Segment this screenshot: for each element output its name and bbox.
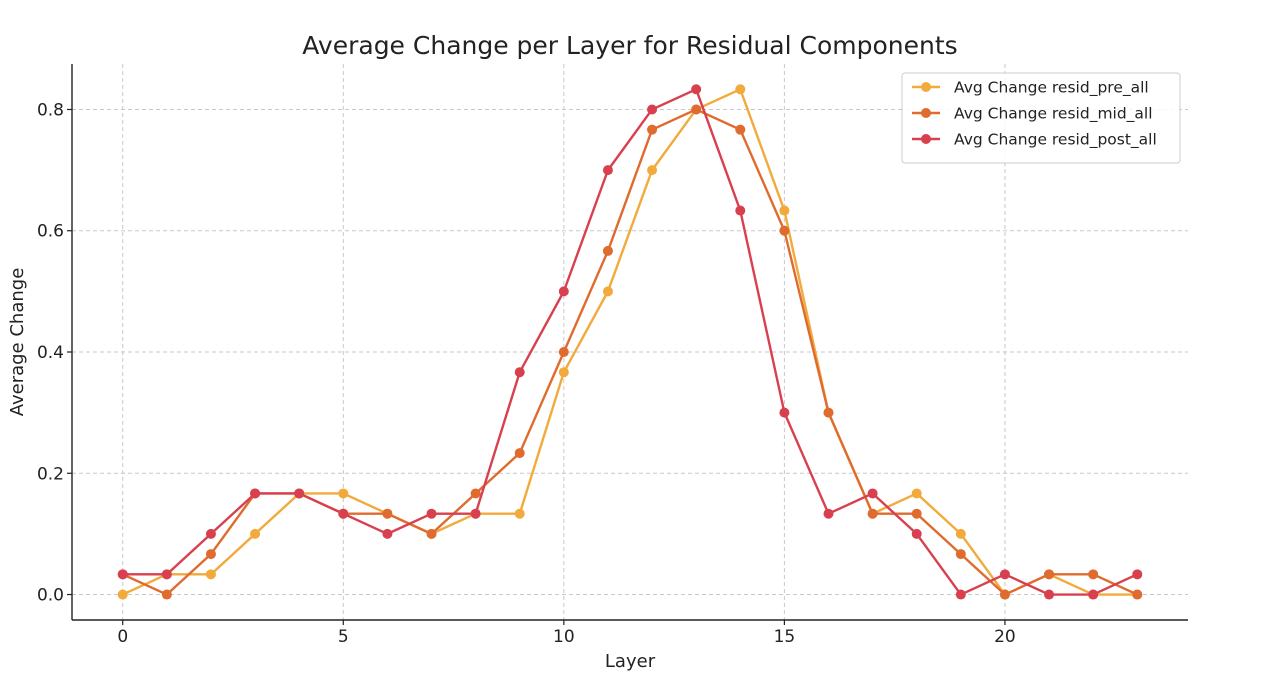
ticks: 0 5 10 15 20 0.0 0.2 0.4 0.6 0.8 [37, 100, 1016, 647]
data-point [382, 528, 393, 539]
data-point [338, 488, 349, 499]
y-tick-label: 0.2 [37, 464, 64, 484]
data-point [1088, 589, 1099, 600]
data-point [779, 407, 790, 418]
data-point [911, 508, 922, 519]
data-point [602, 165, 613, 176]
data-point [867, 488, 878, 499]
data-point [735, 84, 746, 95]
data-point [867, 508, 878, 519]
data-point [558, 347, 569, 358]
axes [71, 64, 1188, 621]
data-point [955, 589, 966, 600]
data-point [647, 104, 658, 115]
data-point [338, 508, 349, 519]
series-group [117, 84, 1143, 600]
legend-label: Avg Change resid_pre_all [954, 79, 1149, 98]
data-point [558, 286, 569, 297]
chart-title: Average Change per Layer for Residual Co… [302, 31, 957, 60]
data-point [250, 488, 261, 499]
legend-swatch-marker [921, 108, 931, 118]
legend-label: Avg Change resid_mid_all [954, 105, 1153, 124]
data-point [691, 104, 702, 115]
legend-item: Avg Change resid_pre_all [912, 79, 1149, 98]
data-point [779, 225, 790, 236]
data-point [1132, 589, 1143, 600]
data-point [514, 508, 525, 519]
data-point [647, 165, 658, 176]
data-point [955, 549, 966, 560]
legend-swatch-marker [921, 134, 931, 144]
x-tick-label: 10 [553, 627, 575, 647]
data-point [602, 245, 613, 256]
data-point [911, 488, 922, 499]
data-point [823, 407, 834, 418]
data-point [999, 569, 1010, 580]
data-point [1044, 569, 1055, 580]
data-point [294, 488, 305, 499]
data-point [911, 528, 922, 539]
data-point [779, 205, 790, 216]
data-point [117, 589, 128, 600]
x-tick-label: 0 [117, 627, 128, 647]
data-point [691, 84, 702, 95]
x-axis-label: Layer [605, 651, 656, 672]
y-tick-label: 0.6 [37, 222, 64, 242]
data-point [161, 569, 172, 580]
data-point [602, 286, 613, 297]
grid [72, 64, 1188, 620]
data-point [999, 589, 1010, 600]
data-point [117, 569, 128, 580]
data-point [426, 528, 437, 539]
y-tick-label: 0.8 [37, 100, 64, 120]
data-point [647, 124, 658, 135]
data-point [205, 569, 216, 580]
y-tick-label: 0.0 [37, 586, 64, 606]
data-point [735, 205, 746, 216]
data-point [250, 528, 261, 539]
data-point [1132, 569, 1143, 580]
data-point [426, 508, 437, 519]
data-point [161, 589, 172, 600]
series-3 [117, 84, 1143, 600]
data-point [823, 508, 834, 519]
legend-item: Avg Change resid_post_all [912, 131, 1157, 150]
series-line [122, 88, 1138, 596]
legend-item: Avg Change resid_mid_all [912, 105, 1153, 124]
legend: Avg Change resid_pre_all Avg Change resid… [901, 72, 1181, 164]
y-axis-label: Average Change [7, 268, 28, 417]
x-tick-label: 15 [774, 627, 796, 647]
x-tick-label: 20 [994, 627, 1016, 647]
data-point [514, 367, 525, 378]
data-point [382, 508, 393, 519]
data-point [558, 367, 569, 378]
data-point [205, 528, 216, 539]
data-point [205, 549, 216, 560]
data-point [1088, 569, 1099, 580]
data-point [514, 448, 525, 459]
data-point [1044, 589, 1055, 600]
legend-box [901, 72, 1181, 164]
y-tick-label: 0.4 [37, 343, 64, 363]
legend-label: Avg Change resid_post_all [954, 131, 1157, 150]
data-point [735, 124, 746, 135]
legend-swatch-marker [921, 82, 931, 92]
data-point [470, 508, 481, 519]
series-line [122, 88, 1138, 596]
x-tick-label: 5 [338, 627, 349, 647]
data-point [955, 528, 966, 539]
data-point [470, 488, 481, 499]
